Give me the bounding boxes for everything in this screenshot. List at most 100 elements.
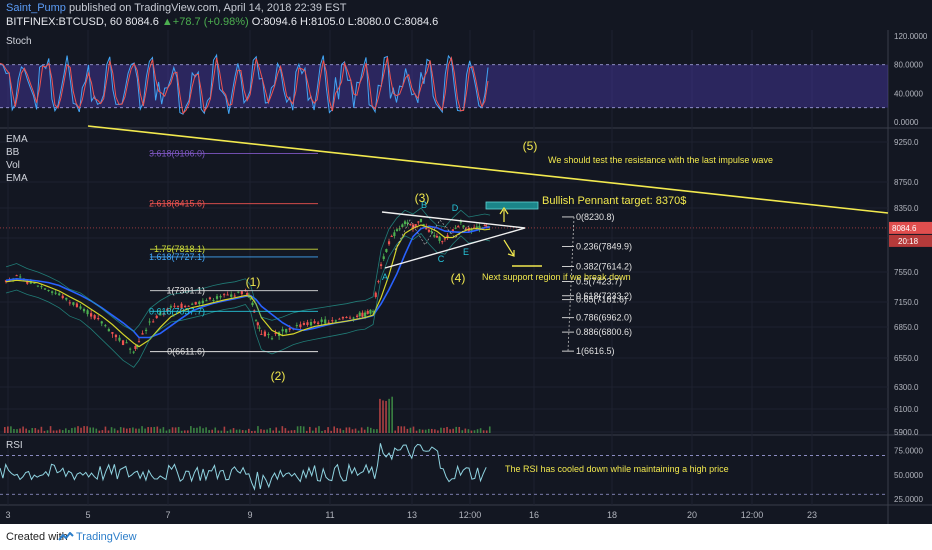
volume-bar [318, 426, 320, 433]
candle-body [459, 221, 462, 223]
candle-body [254, 320, 258, 322]
wave-label: (1) [246, 275, 261, 289]
wave-label: (2) [271, 369, 286, 383]
candle-body [320, 319, 323, 322]
candle-body [366, 311, 369, 314]
resistance-trendline [87, 125, 889, 214]
candle-body [180, 303, 183, 309]
x-tick-label: 9 [247, 510, 252, 520]
chart-canvas[interactable]: Stoch EMA BB Vol EMA 3.618(9106.0) 2.618(841… [0, 30, 932, 524]
volume-bar [391, 396, 393, 433]
candle-body [4, 280, 8, 283]
candle-body [377, 281, 380, 283]
stoch-title: Stoch [6, 36, 32, 47]
volume-bar [287, 430, 290, 433]
volume-bar [153, 427, 156, 433]
candle-body [409, 224, 412, 226]
volume-bar [113, 428, 116, 433]
candle-body [403, 221, 407, 225]
x-tick-label: 11 [325, 510, 334, 520]
candle-body [251, 302, 254, 306]
fib-label-right: 0.5(7423.7) [576, 276, 622, 286]
volume-bar [13, 428, 15, 433]
volume-bar [324, 430, 326, 433]
fib-label-right: 0.382(7614.2) [576, 262, 632, 272]
candle-body [401, 224, 404, 228]
volume-bar [132, 427, 134, 433]
fib-label-right: 0(8230.8) [576, 212, 615, 222]
candle-body [443, 238, 446, 240]
volume-bar [382, 400, 384, 433]
candle-body [446, 235, 449, 238]
x-tick-label: 16 [529, 510, 539, 520]
volume-bar [241, 430, 244, 433]
fib-label-left: 1.618(7727.1) [149, 252, 205, 262]
volume-bar [92, 427, 95, 433]
fib-label-left: 0(6611.6) [167, 347, 205, 357]
volume-bar [360, 427, 363, 433]
pennant-point-label: A [382, 272, 388, 282]
volume-bar [150, 427, 152, 433]
volume-bar [31, 428, 34, 433]
volume-bar [135, 428, 137, 433]
volume-bar [52, 430, 55, 433]
bb-lower [5, 232, 491, 368]
candle-body [51, 291, 54, 293]
volume-bar [403, 426, 406, 433]
volume-bar [482, 430, 485, 433]
candle-body [433, 235, 436, 237]
volume-bar [211, 429, 213, 433]
author-link[interactable]: Saint_Pump [6, 2, 66, 14]
candle-body [260, 333, 263, 335]
volume-bar [141, 426, 143, 433]
volume-bar [321, 430, 323, 433]
volume-bar [10, 426, 12, 433]
candle-body [395, 229, 399, 232]
volume-bar [159, 428, 162, 433]
fib-label-right: 0.886(6800.6) [576, 327, 632, 337]
fib-label-right: 0.618(7233.2) [576, 291, 632, 301]
candle-body [483, 225, 486, 227]
candle-body [364, 312, 367, 317]
volume-bar [74, 427, 76, 433]
symbol-name[interactable]: BITFINEX:BTCUSD, 60 [6, 16, 123, 28]
candle-body [230, 294, 233, 297]
footer-brand-link[interactable]: TradingView [76, 531, 137, 543]
price-y-tick: 6100.0 [894, 405, 919, 414]
candle-body [371, 311, 375, 313]
candle-body [435, 235, 439, 238]
candle-body [430, 231, 433, 233]
volume-bar [470, 430, 473, 433]
volume-bar [336, 428, 339, 433]
candle-body [358, 312, 361, 317]
volume-bar [37, 429, 40, 433]
candle-body [263, 331, 267, 337]
volume-bar [281, 426, 284, 433]
price-y-tick: 7150.0 [894, 298, 919, 307]
tradingview-logo-icon [58, 532, 74, 541]
ohlc-values: O:8094.6 H:8105.0 L:8080.0 C:8084.6 [251, 16, 439, 28]
x-tick-label: 5 [85, 510, 90, 520]
candle-body [387, 241, 391, 245]
volume-bar [156, 426, 159, 433]
volume-bar [400, 426, 403, 433]
candle-body [215, 296, 219, 299]
candle-body [47, 290, 50, 292]
volume-bar [238, 429, 241, 433]
volume-bar [397, 426, 400, 433]
fib-label-left: 1.75(7818.1) [154, 244, 205, 254]
candle-body [129, 348, 132, 350]
volume-bar [357, 430, 360, 433]
candle-body [288, 328, 291, 330]
candle-body [348, 317, 352, 319]
volume-bar [327, 427, 329, 433]
volume-bar [208, 430, 210, 433]
volume-bar [488, 426, 491, 433]
candle-body [249, 297, 252, 300]
volume-bar [406, 428, 409, 433]
volume-bar [461, 430, 464, 433]
candle-body [86, 310, 89, 315]
candle-body [58, 293, 61, 296]
candle-body [125, 342, 128, 344]
volume-bar [376, 429, 378, 433]
